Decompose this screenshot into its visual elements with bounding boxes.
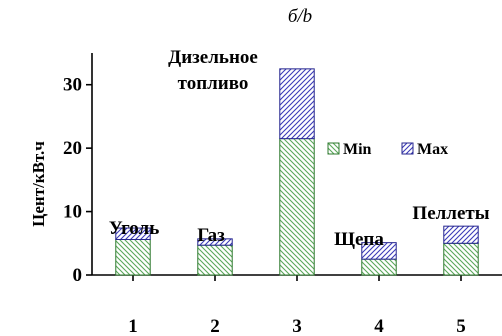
bar-max [279,68,315,140]
bar-annotation: Пеллеты [412,203,489,224]
x-tick-label: 2 [210,316,220,336]
bar-max [361,242,397,260]
x-tick-label: 3 [292,316,302,336]
legend-label-max: Max [417,141,448,158]
y-axis-label: Цент/кВт.ч [29,141,48,227]
bar-min [115,238,151,276]
bar-annotation: Уголь [109,218,160,239]
x-tick-label: 4 [374,316,384,336]
y-tick-label: 10 [63,202,82,223]
y-tick-label: 0 [73,265,83,286]
y-tick-label: 20 [63,138,82,159]
bar-max [115,227,151,240]
bar-min [279,138,315,276]
legend-label-min: Min [343,141,372,158]
x-tick-label: 5 [456,316,466,336]
bar-min [361,258,397,276]
bar-min [197,244,233,276]
bar-min [443,242,479,276]
bar-max [197,238,233,246]
bar-annotation: Щепа [334,229,384,250]
bar-annotation: Газ [197,225,225,246]
bar-annotation: топливо [178,73,249,94]
x-tick-label: 1 [128,316,138,336]
y-tick-label: 30 [63,75,82,96]
bar-annotation: Дизельное [168,47,258,68]
chart-title: б/b [288,6,312,27]
legend-swatch-max [401,142,414,155]
bar-max [443,225,479,244]
legend-swatch-min [327,142,340,155]
